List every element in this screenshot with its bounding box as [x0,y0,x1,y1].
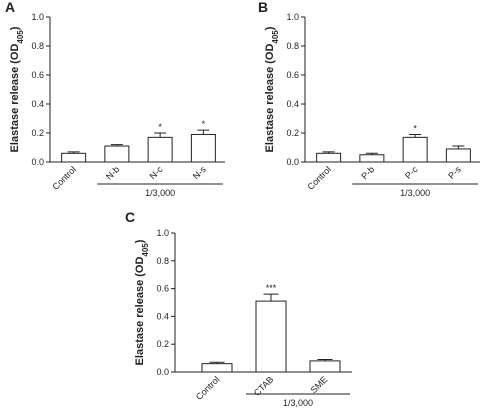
x-tick-label: N-b [104,164,121,181]
group-label: 1/3,000 [145,188,175,198]
x-tick-label: Control [305,164,333,192]
y-tick-label: 0.0 [31,157,44,167]
y-axis-label-text: Elastase release (OD [134,257,146,366]
group-label: 1/3,000 [400,188,430,198]
x-tick-label: P-b [359,164,376,181]
bar [147,136,173,163]
bar [190,133,216,163]
y-tick-label: 0.8 [156,256,169,266]
chart-panel: A Elastase release (OD405) 0.0 0.2 0.4 0.6 0.8… [5,0,225,198]
error-bar [154,132,167,138]
y-tick-label: 0.6 [286,70,299,80]
y-tick-label: 0.6 [156,284,169,294]
chart-panel: B Elastase release (OD405) 0.0 0.2 0.4 0.6 0.8… [258,0,480,198]
x-tick-label: N-s [191,164,208,181]
y-tick-label: 1.0 [286,12,299,22]
y-axis-label-subscript: 405 [271,30,280,44]
y-axis-label: Elastase release (OD405) [134,239,150,365]
bar [402,136,428,163]
bar [445,148,471,163]
y-tick-label: 0.0 [286,157,299,167]
y-axis-label-close: ) [134,239,146,243]
panel-label: A [5,0,15,15]
y-tick-label: 0.8 [286,41,299,51]
y-tick-label: 0.2 [156,339,169,349]
y-tick-label: 1.0 [31,12,44,22]
x-tick-label: SME [309,374,330,395]
y-tick-label: 0.6 [31,70,44,80]
error-bar [197,129,210,135]
bar [61,152,87,163]
significance-label: * [413,123,417,133]
y-axis-label-close: ) [9,26,21,30]
group-label: 1/3,000 [283,398,313,408]
bar [104,145,130,163]
y-axis-label: Elastase release (OD405) [9,26,25,152]
y-tick-label: 0.4 [156,311,169,321]
y-tick-label: 0.8 [31,41,44,51]
y-axis-label-subscript: 405 [141,243,150,257]
y-axis-label-text: Elastase release (OD [9,44,21,153]
significance-label: *** [266,283,277,293]
y-tick-label: 0.4 [31,99,44,109]
y-tick-label: 0.2 [286,128,299,138]
error-bar [263,293,279,302]
x-tick-label: Control [194,374,222,402]
panel-label: B [258,0,268,15]
y-tick-label: 1.0 [156,228,169,238]
panel-label: C [125,209,135,225]
bar [201,363,233,373]
bar [309,360,341,373]
bar [316,152,342,163]
y-axis-label-close: ) [264,26,276,30]
x-tick-label: P-s [446,164,463,181]
bar [255,300,287,373]
y-axis-label-subscript: 405 [16,30,25,44]
y-tick-label: 0.2 [31,128,44,138]
significance-label: * [158,122,162,132]
chart-panel: C Elastase release (OD405) 0.0 0.2 0.4 0.6 0.8… [125,209,352,408]
y-tick-label: 0.4 [286,99,299,109]
significance-label: * [202,119,206,129]
y-tick-label: 0.0 [156,367,169,377]
x-tick-label: P-c [403,164,420,181]
y-axis-label-text: Elastase release (OD [264,44,276,153]
y-axis-label: Elastase release (OD405) [264,26,280,152]
x-tick-label: Control [50,164,78,192]
bar [359,154,385,163]
x-tick-label: N-c [148,164,165,181]
